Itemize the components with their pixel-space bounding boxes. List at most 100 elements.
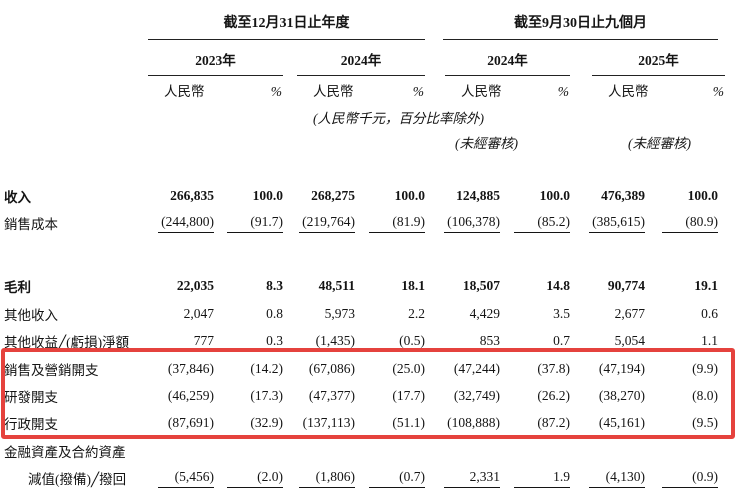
cell-value: (67,086) [308, 360, 355, 376]
year-column-2024: 2024年 [283, 49, 425, 76]
cell-value: (17.7) [392, 388, 425, 404]
cell-value: (85.2) [514, 214, 570, 233]
cell-value: 18,507 [462, 278, 500, 294]
period-group-label: 截至9月30日止九個月 [443, 12, 718, 40]
row-label: 毛利 [4, 280, 31, 296]
cell-value: (106,378) [444, 214, 500, 233]
percent-label: % [557, 84, 569, 99]
cell-value: (0.9) [662, 469, 718, 488]
year-column-2025: 2025年 [570, 49, 725, 76]
cell-value: (87.2) [537, 415, 570, 431]
cell-value: 22,035 [176, 278, 214, 294]
unit-note: (人民幣千元，百分比率除外) [313, 111, 484, 126]
cell-value: (1,435) [315, 333, 355, 349]
currency-label: 人民幣 [608, 84, 649, 99]
currency-label: 人民幣 [461, 84, 502, 99]
row-label: 銷售及營銷開支 [4, 362, 99, 378]
cell-value: 853 [479, 333, 500, 349]
cell-value: (8.0) [692, 388, 718, 404]
cell-value: (17.3) [250, 388, 283, 404]
cell-value: (385,615) [589, 214, 645, 233]
cell-value: 19.1 [694, 278, 718, 294]
table-row-impairment: 減值(撥備)╱撥回 (5,456) (2.0) (1,806) (0.7) 2,… [0, 465, 745, 492]
cell-value: 0.3 [266, 333, 283, 349]
currency-label: 人民幣 [313, 84, 354, 99]
cell-value: 124,885 [456, 187, 500, 203]
cell-value: (37,846) [167, 360, 214, 376]
cell-value: (32.9) [250, 415, 283, 431]
cell-value: (26.2) [537, 388, 570, 404]
cell-value: (81.9) [369, 214, 425, 233]
cell-value: (51.1) [392, 415, 425, 431]
cell-value: 476,389 [601, 187, 645, 203]
cell-value: (32,749) [453, 388, 500, 404]
percent-label: % [712, 84, 724, 99]
unaudited-note-row: (未經審核) (未經審核) [0, 130, 745, 154]
year-header-row: 2023年 2024年 2024年 2025年 [0, 40, 745, 76]
cell-value: 1.9 [514, 469, 570, 488]
cell-value: (137,113) [302, 415, 355, 431]
cell-value: 3.5 [553, 305, 570, 321]
table-row-administrative-expenses: 行政開支 (87,691) (32.9) (137,113) (51.1) (1… [0, 410, 745, 437]
percent-label: % [412, 84, 424, 99]
table-row-other-income: 其他收入 2,047 0.8 5,973 2.2 4,429 3.5 2,677… [0, 300, 745, 327]
cell-value: (46,259) [167, 388, 214, 404]
cell-value: 777 [193, 333, 214, 349]
cell-value: 5,054 [614, 333, 645, 349]
row-label: 行政開支 [4, 417, 58, 433]
table-row-cost-of-sales: 銷售成本 (244,800) (91.7) (219,764) (81.9) (… [0, 209, 745, 236]
cell-value: (45,161) [598, 415, 645, 431]
cell-value: (38,270) [598, 388, 645, 404]
unaudited-note: (未經審核) [455, 136, 518, 151]
cell-value: (14.2) [250, 360, 283, 376]
row-label: 其他收益╱(虧損)淨額 [4, 335, 130, 351]
row-label: 金融資產及合約資產 [4, 444, 126, 460]
cell-value: (5,456) [158, 469, 214, 488]
cell-value: (0.7) [369, 469, 425, 488]
cell-value: (47,244) [453, 360, 500, 376]
table-body: 收入 266,835 100.0 268,275 100.0 124,885 1… [0, 182, 745, 492]
cell-value: 14.8 [546, 278, 570, 294]
row-label: 收入 [4, 189, 31, 205]
cell-value: (9.5) [692, 415, 718, 431]
cell-value: 100.0 [687, 187, 718, 203]
cell-value: 18.1 [401, 278, 425, 294]
cell-value: (1,806) [299, 469, 355, 488]
year-column-2024-9m: 2024年 [425, 49, 570, 76]
row-label: 減值(撥備)╱撥回 [28, 472, 127, 488]
period-group-nine-months: 截至9月30日止九個月 [425, 12, 718, 40]
cell-value: (47,194) [598, 360, 645, 376]
cell-value: 48,511 [318, 278, 355, 294]
cell-value: (47,377) [308, 388, 355, 404]
cell-value: 5,973 [324, 305, 355, 321]
percent-label: % [270, 84, 282, 99]
currency-label: 人民幣 [164, 84, 205, 99]
subheader-row: 人民幣 % 人民幣 % 人民幣 % 人民幣 % [0, 76, 745, 104]
cell-value: 100.0 [539, 187, 570, 203]
cell-value: 100.0 [252, 187, 283, 203]
cell-value: 2,047 [183, 305, 214, 321]
table-row-impairment-label-line1: 金融資產及合約資產 [0, 437, 745, 464]
cell-value: (0.5) [399, 333, 425, 349]
cell-value: 2,331 [444, 469, 500, 488]
row-label: 銷售成本 [4, 217, 58, 233]
period-group-annual: 截至12月31日止年度 [148, 12, 425, 40]
year-column-2023: 2023年 [148, 49, 283, 76]
cell-value: (2.0) [227, 469, 283, 488]
cell-value: 100.0 [394, 187, 425, 203]
cell-value: (219,764) [299, 214, 355, 233]
table-row-gross-profit: 毛利 22,035 8.3 48,511 18.1 18,507 14.8 90… [0, 273, 745, 300]
row-label: 研發開支 [4, 390, 58, 406]
cell-value: 2,677 [614, 305, 645, 321]
unaudited-note: (未經審核) [628, 136, 691, 151]
period-group-header-row: 截至12月31日止年度 截至9月30日止九個月 [0, 0, 745, 40]
cell-value: 4,429 [469, 305, 500, 321]
cell-value: 0.7 [553, 333, 570, 349]
cell-value: (9.9) [692, 360, 718, 376]
cell-value: 2.2 [408, 305, 425, 321]
cell-value: (108,888) [447, 415, 500, 431]
period-group-label: 截至12月31日止年度 [148, 12, 425, 40]
cell-value: 266,835 [170, 187, 214, 203]
cell-value: (25.0) [392, 360, 425, 376]
